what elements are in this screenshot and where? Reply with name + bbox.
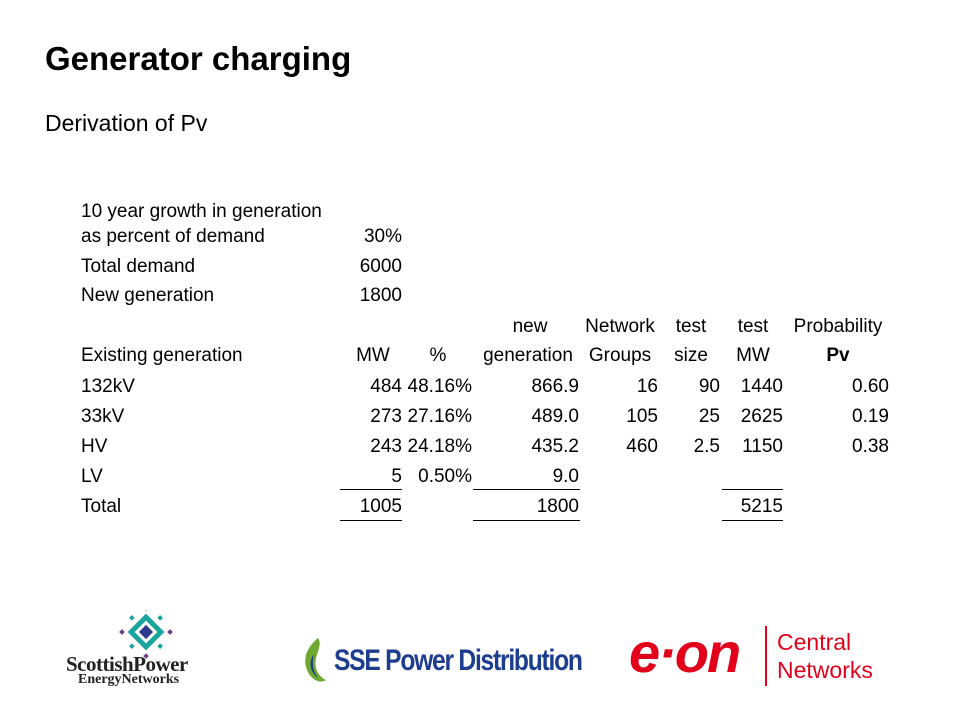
total-rule-generation: [473, 489, 580, 490]
header-mw: MW: [356, 345, 390, 366]
growth-label-line1: 10 year growth in generation: [81, 201, 322, 222]
eon-sub-line2: Networks: [777, 657, 873, 683]
total-rule-test-mw: [722, 489, 783, 490]
row-new-generation: 435.2: [531, 436, 579, 457]
sse-wordmark: SSE Power Distribution: [334, 644, 583, 677]
row-pv: 0.38: [852, 436, 889, 457]
header-top-probability: Probability: [793, 316, 883, 337]
header-percent: %: [429, 345, 447, 366]
scottishpower-logo: ScottishPower EnergyNetworks: [58, 605, 248, 690]
row-pv: 0.60: [852, 376, 889, 397]
new-generation-label: New generation: [81, 285, 215, 306]
header-top-test-2: test: [737, 316, 769, 337]
row-percent: 24.18%: [407, 436, 472, 457]
header-top-new: new: [512, 316, 548, 337]
eon-divider: [765, 626, 767, 686]
demand-label: Total demand: [81, 256, 196, 277]
row-new-generation: 489.0: [531, 406, 579, 427]
total-label: Total: [81, 496, 122, 517]
page-title: Generator charging: [45, 40, 352, 77]
row-label: LV: [81, 466, 103, 487]
total-rule-mw: [340, 489, 402, 490]
scottishpower-wordmark: ScottishPower: [66, 652, 188, 676]
row-new-generation: 9.0: [552, 466, 579, 487]
new-generation-value: 1800: [359, 285, 402, 306]
row-mw: 484: [370, 376, 402, 397]
eon-wordmark: e·on: [629, 621, 741, 684]
row-test-mw: 2625: [740, 406, 783, 427]
eon-sub-line1: Central: [777, 629, 852, 655]
header-top-network: Network: [585, 316, 655, 337]
row-network-groups: 105: [626, 406, 658, 427]
header-test-mw: MW: [736, 345, 770, 366]
total-underline-mw: [340, 520, 402, 521]
row-percent: 27.16%: [407, 406, 472, 427]
growth-label-line2: as percent of demand: [81, 226, 265, 247]
header-generation: generation: [483, 345, 573, 366]
row-network-groups: 460: [626, 436, 658, 457]
row-label: 33kV: [81, 406, 125, 427]
header-size: size: [674, 345, 708, 366]
total-test-mw: 5215: [740, 496, 783, 517]
eon-logo: e·on Central Networks: [625, 621, 885, 692]
row-pv: 0.19: [852, 406, 889, 427]
row-label: HV: [81, 436, 108, 457]
row-test-mw: 1150: [742, 436, 783, 457]
header-existing-generation: Existing generation: [81, 345, 243, 366]
scottishpower-subwordmark: EnergyNetworks: [78, 672, 180, 687]
page-subtitle: Derivation of Pv: [45, 110, 208, 136]
demand-value: 6000: [359, 256, 402, 277]
total-new-generation: 1800: [536, 496, 579, 517]
row-percent: 48.16%: [407, 376, 472, 397]
total-underline-generation: [473, 520, 580, 521]
total-underline-test-mw: [722, 520, 783, 521]
row-test-size: 2.5: [693, 436, 720, 457]
header-top-test-1: test: [675, 316, 707, 337]
sse-logo: SSE Power Distribution: [300, 636, 583, 686]
row-test-mw: 1440: [740, 376, 783, 397]
row-new-generation: 866.9: [531, 376, 579, 397]
row-mw: 243: [370, 436, 402, 457]
row-test-size: 90: [698, 376, 720, 397]
row-test-size: 25: [698, 406, 720, 427]
sse-flame-icon: [305, 638, 326, 682]
header-groups: Groups: [588, 345, 652, 366]
growth-value: 30%: [363, 226, 402, 247]
header-pv: Pv: [826, 345, 850, 366]
row-label: 132kV: [81, 376, 135, 397]
row-network-groups: 16: [636, 376, 658, 397]
total-mw: 1005: [359, 496, 402, 517]
row-mw: 273: [370, 406, 402, 427]
row-percent: 0.50%: [418, 466, 472, 487]
row-mw: 5: [391, 466, 402, 487]
